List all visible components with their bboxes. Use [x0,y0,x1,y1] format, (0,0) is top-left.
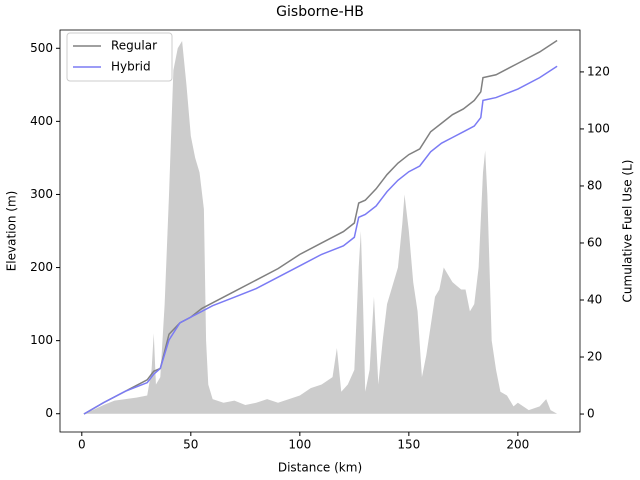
y2-tick-label: 120 [587,64,610,78]
y-tick-label: 300 [30,187,53,201]
fuel-line [83,65,558,415]
y2-axis-label: Cumulative Fuel Use (L) [621,160,635,303]
y-tick-label: 200 [30,260,53,274]
y2-tick-label: 80 [587,178,602,192]
legend-label: Hybrid [111,60,151,74]
chart-title: Gisborne-HB [276,4,364,20]
legend-box [66,32,173,82]
plot-frame [59,29,581,433]
x-tick-label: 0 [78,438,86,452]
elevation-area [83,40,558,414]
y-tick-label: 400 [30,114,53,128]
legend-label: Regular [111,39,157,53]
fuel-line [83,39,558,415]
y2-tick-label: 60 [587,235,602,249]
x-tick-label: 100 [288,438,311,452]
x-tick-label: 50 [183,438,198,452]
y-axis-label: Elevation (m) [5,191,19,272]
y-tick-label: 0 [45,406,53,420]
y2-tick-label: 0 [587,407,595,421]
y2-tick-label: 100 [587,121,610,135]
y2-tick-label: 40 [587,292,602,306]
x-axis-label: Distance (km) [278,461,362,475]
x-tick-label: 150 [397,438,420,452]
x-tick-label: 200 [506,438,529,452]
y-tick-label: 500 [30,41,53,55]
y2-tick-label: 20 [587,350,602,364]
y-tick-label: 100 [30,333,53,347]
